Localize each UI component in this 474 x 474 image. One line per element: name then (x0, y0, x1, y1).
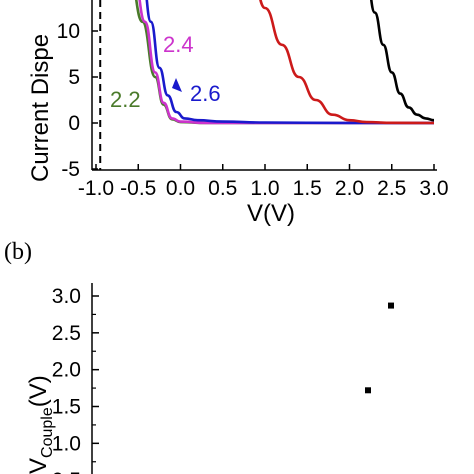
series-label-2-2: 2.2 (110, 87, 141, 112)
x-tick-label-a: 2.0 (335, 177, 364, 200)
y-axis-label-b-unit: (V) (25, 375, 52, 407)
scatter-points-b (365, 302, 394, 394)
x-tick-label-a: 1.5 (293, 177, 322, 200)
series-line-3 (259, 0, 435, 125)
x-tick-label-a: 1.0 (250, 177, 279, 200)
y-ticks-a: -5 0 5 10 (57, 20, 98, 181)
y-tick-label-b: 0.5 (52, 469, 81, 474)
panel-b-chart: 3.0 2.5 2.0 1.5 1.0 0.5 VCouple(V) (25, 283, 394, 474)
panel-a-chart: Current Dispe -5 0 5 10 -1.0 -0.5 0.0 0.5 1.0 1.… (27, 0, 449, 227)
scatter-point-1 (388, 302, 394, 309)
x-tick-label-a: 0.5 (208, 177, 237, 200)
y-axis-label-b: VCouple(V) (25, 375, 56, 474)
series-line-4 (369, 0, 435, 122)
x-tick-label-a: 0.0 (166, 177, 195, 200)
y-axis-label-a: Current Dispe (27, 34, 54, 182)
x-axis-label-a: V(V) (247, 200, 295, 227)
y-tick-label-b: 2.0 (52, 359, 81, 382)
y-ticks-b: 3.0 2.5 2.0 1.5 1.0 0.5 (52, 285, 99, 474)
x-tick-label-a: -0.5 (120, 177, 156, 200)
series-label-2-6: 2.6 (190, 81, 221, 106)
x-ticks-a: -1.0 -0.5 0.0 0.5 1.0 1.5 2.0 2.5 3.0 (78, 164, 449, 200)
y-axis-label-b-sub: Couple (39, 407, 56, 458)
y-tick-label-a: -5 (61, 158, 80, 181)
y-tick-label-b: 1.0 (52, 432, 81, 455)
y-tick-label-b: 1.5 (52, 396, 81, 419)
series-label-2-4: 2.4 (163, 32, 194, 57)
scatter-point-0 (365, 387, 371, 394)
x-tick-label-a: 3.0 (419, 177, 448, 200)
x-tick-label-a: 2.5 (377, 177, 406, 200)
y-axis-label-b-main: V (25, 458, 52, 474)
svg-text:VCouple(V): VCouple(V) (25, 375, 56, 474)
x-tick-label-a: -1.0 (78, 177, 114, 200)
y-tick-label-a: 5 (68, 66, 80, 89)
y-tick-label-b: 3.0 (52, 285, 81, 308)
y-tick-label-a: 10 (57, 20, 80, 43)
y-tick-label-b: 2.5 (52, 322, 81, 345)
series-line-2 (145, 0, 434, 125)
y-tick-label-a: 0 (68, 112, 80, 135)
curve-arrow-marker (172, 78, 182, 92)
panel-b-label: (b) (4, 239, 32, 265)
curves-a (134, 0, 435, 125)
